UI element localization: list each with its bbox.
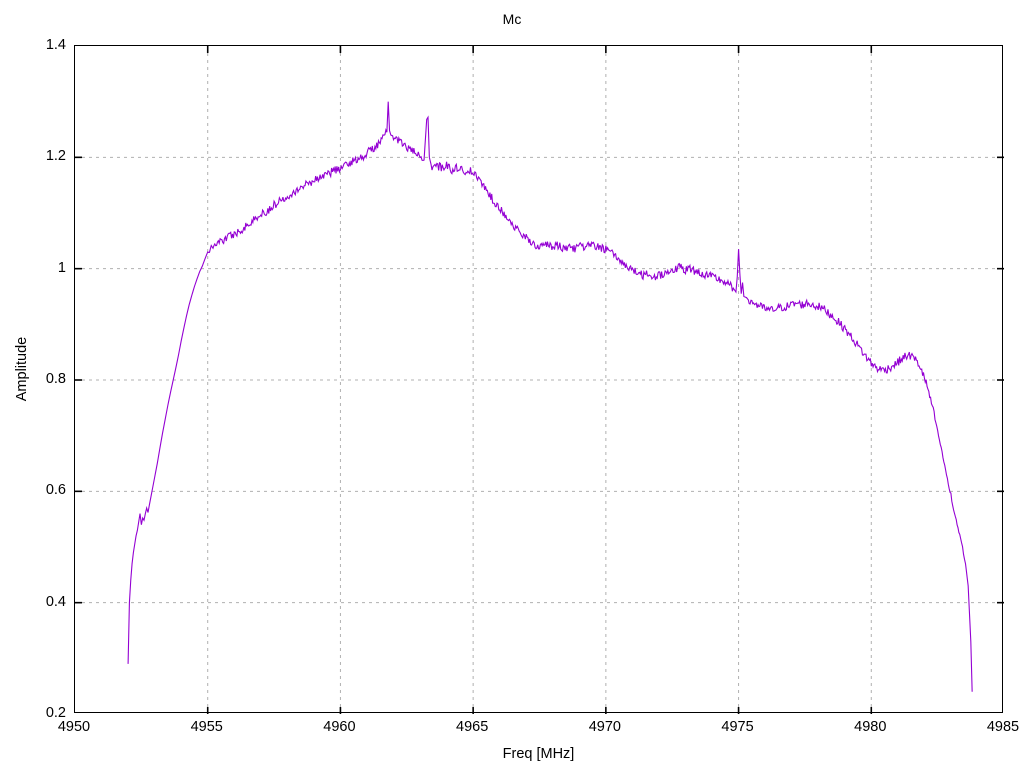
y-axis-title: Amplitude [14, 336, 30, 402]
x-tick-label: 4965 [456, 719, 489, 735]
x-tick-label: 4975 [721, 719, 754, 735]
grid-lines [75, 46, 1004, 714]
x-tick-label: 4955 [190, 719, 223, 735]
y-tick-label: 1.4 [45, 37, 66, 53]
x-tick-label: 4985 [986, 719, 1020, 735]
y-tick-label: 0.4 [45, 593, 66, 610]
y-axis-tick-labels: 0.2 0.4 0.6 0.8 1 1.2 1.4 [0, 37, 66, 721]
plot-canvas [75, 46, 1004, 714]
plot-area [74, 45, 1004, 714]
data-line-Mc [127, 101, 973, 692]
x-axis-tick-labels: 4950 4955 4960 4965 4970 4975 4980 4985 [58, 719, 1019, 741]
x-axis-title: Freq [MHz] [502, 746, 575, 762]
y-tick-label: 0.6 [45, 482, 66, 499]
data-series-group [127, 101, 973, 692]
x-tick-label: 4950 [57, 719, 91, 735]
x-tick-label: 4960 [323, 719, 356, 735]
y-tick-label: 0.2 [45, 705, 66, 721]
y-tick-label: 1.2 [45, 148, 66, 165]
y-tick-label: 0.8 [45, 371, 66, 387]
y-tick-label: 1 [57, 259, 66, 276]
x-tick-label: 4980 [854, 719, 887, 735]
axis-tick-marks [75, 46, 1004, 714]
page-title: Mc [502, 11, 522, 27]
x-tick-label: 4970 [588, 719, 621, 735]
